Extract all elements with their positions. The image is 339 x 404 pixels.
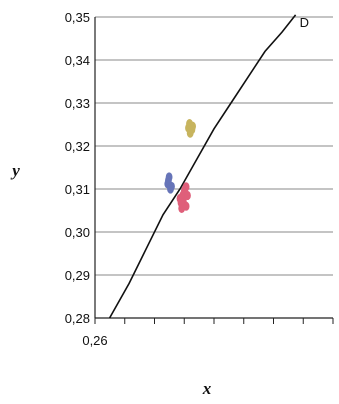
data-point [182, 201, 190, 211]
y-tick-label: 0,28 [65, 311, 90, 326]
y-tick-labels: 0,35 0,34 0,33 0,32 0,31 0,30 0,29 0,28 [65, 10, 90, 326]
y-tick-label: 0,30 [65, 225, 90, 240]
curve-line [108, 14, 297, 319]
y-tick-label: 0,34 [65, 53, 90, 68]
y-axis-title: y [10, 161, 20, 180]
y-tick-label: 0,35 [65, 10, 90, 25]
x-axis-title: x [202, 379, 212, 398]
y-tick-label: 0,32 [65, 139, 90, 154]
x-tick-label: 0,26 [82, 333, 107, 348]
points-layer [164, 119, 196, 213]
curve-layer: D [108, 14, 309, 319]
data-point [168, 181, 175, 192]
axes [94, 17, 334, 324]
curve-end-label: D [300, 15, 309, 30]
y-tick-label: 0,31 [65, 182, 90, 197]
y-tick-label: 0,29 [65, 268, 90, 283]
x-tick-labels: 0,26 [82, 333, 107, 348]
data-point [184, 190, 191, 201]
gridlines [95, 16, 333, 319]
data-point [185, 123, 192, 133]
y-tick-label: 0,33 [65, 96, 90, 111]
data-point [177, 198, 185, 208]
